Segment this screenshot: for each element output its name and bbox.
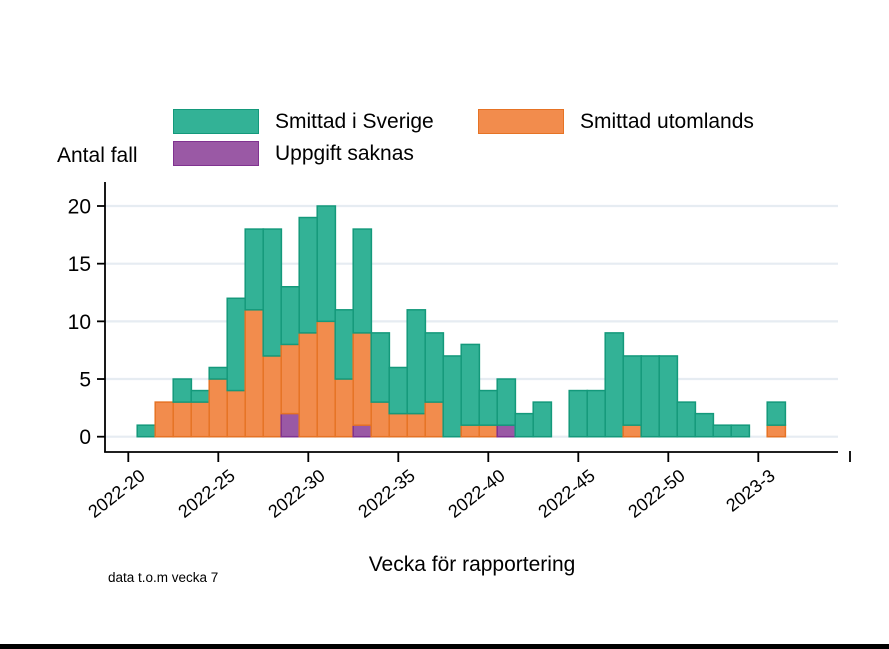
x-tick-label: 2022-40 — [444, 465, 508, 521]
legend-label-sverige: Smittad i Sverige — [275, 109, 434, 133]
legend-swatch-sverige — [173, 109, 259, 134]
y-tick-label: 0 — [79, 426, 91, 449]
x-tick-label: 2023-3 — [722, 465, 778, 515]
legend-label-saknas: Uppgift saknas — [275, 141, 414, 165]
x-tick-label: 2022-30 — [264, 465, 328, 521]
y-axis-title: Antal fall — [57, 144, 138, 167]
legend-swatch-utomlands — [478, 109, 564, 134]
y-tick-label: 10 — [68, 311, 91, 334]
x-tick-label: 2022-25 — [174, 465, 238, 521]
footnote: data t.o.m vecka 7 — [108, 570, 219, 585]
y-tick-label: 15 — [68, 253, 91, 276]
legend-label-utomlands: Smittad utomlands — [580, 109, 754, 133]
x-axis-title: Vecka för rapportering — [368, 553, 576, 576]
footer-bar — [0, 644, 889, 649]
x-tick-label: 2022-50 — [624, 465, 688, 521]
legend-item-smittad-i-sverige: Smittad i Sverige — [173, 109, 434, 134]
x-tick-label: 2022-45 — [534, 465, 598, 521]
y-tick-label: 5 — [79, 369, 91, 392]
x-tick-label: 2022-35 — [354, 465, 418, 521]
y-tick-label: 20 — [68, 196, 91, 219]
legend-swatch-saknas — [173, 141, 259, 166]
legend-item-uppgift-saknas: Uppgift saknas — [173, 141, 414, 166]
x-tick-label: 2022-20 — [84, 465, 148, 521]
legend-item-smittad-utomlands: Smittad utomlands — [478, 109, 754, 134]
